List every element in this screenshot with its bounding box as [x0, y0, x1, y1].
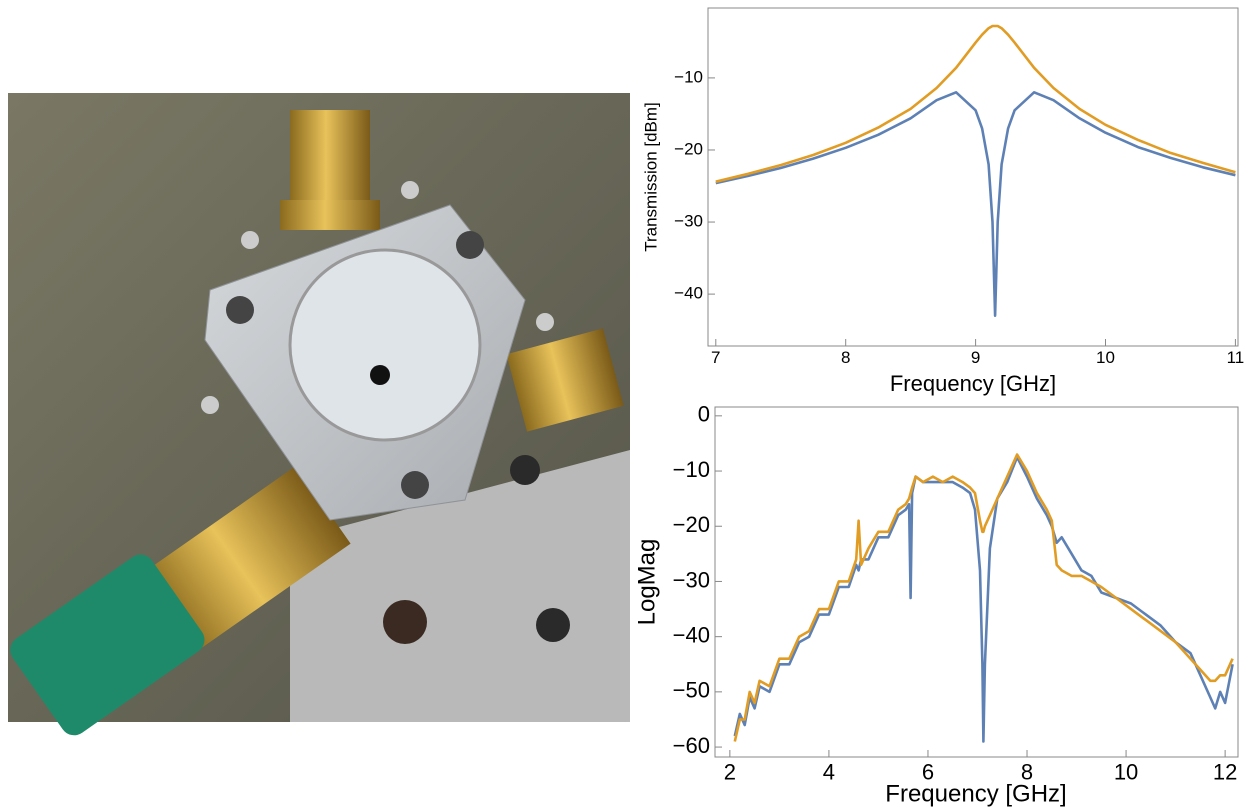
x-tick-label: 6: [922, 759, 934, 784]
y-tick-label: −40: [673, 622, 710, 647]
y-tick-label: −50: [673, 678, 710, 703]
x-axis-label: Frequency [GHz]: [890, 371, 1056, 396]
y-axis-label: LogMag: [633, 539, 660, 626]
y-tick-label: −40: [674, 284, 703, 303]
x-tick-label: 7: [711, 348, 720, 367]
x-tick-label: 8: [1021, 759, 1033, 784]
x-tick-label: 2: [724, 759, 736, 784]
plot-frame: [707, 7, 1239, 347]
y-tick-label: 0: [698, 402, 710, 427]
y-tick-label: −10: [673, 457, 710, 482]
series-line: [733, 455, 1234, 743]
plot-frame: [714, 406, 1239, 758]
y-axis-label: Transmission [dBm]: [641, 102, 660, 252]
y-tick-label: −10: [674, 67, 703, 86]
x-tick-label: 8: [841, 348, 850, 367]
x-tick-label: 12: [1213, 759, 1237, 784]
series-line: [733, 453, 1234, 742]
photo: [8, 93, 630, 736]
y-tick-label: −30: [673, 567, 710, 592]
x-tick-label: 4: [823, 759, 835, 784]
x-tick-label: 11: [1227, 348, 1245, 367]
x-tick-label: 10: [1096, 348, 1115, 367]
y-tick-label: −20: [673, 512, 710, 537]
x-axis-label: Frequency [GHz]: [885, 780, 1066, 807]
x-tick-label: 10: [1114, 759, 1138, 784]
y-tick-label: −60: [673, 733, 710, 758]
series-line: [715, 24, 1236, 183]
y-tick-label: −30: [674, 212, 703, 231]
y-tick-label: −20: [674, 139, 703, 158]
x-tick-label: 9: [971, 348, 980, 367]
series-line: [715, 91, 1236, 317]
